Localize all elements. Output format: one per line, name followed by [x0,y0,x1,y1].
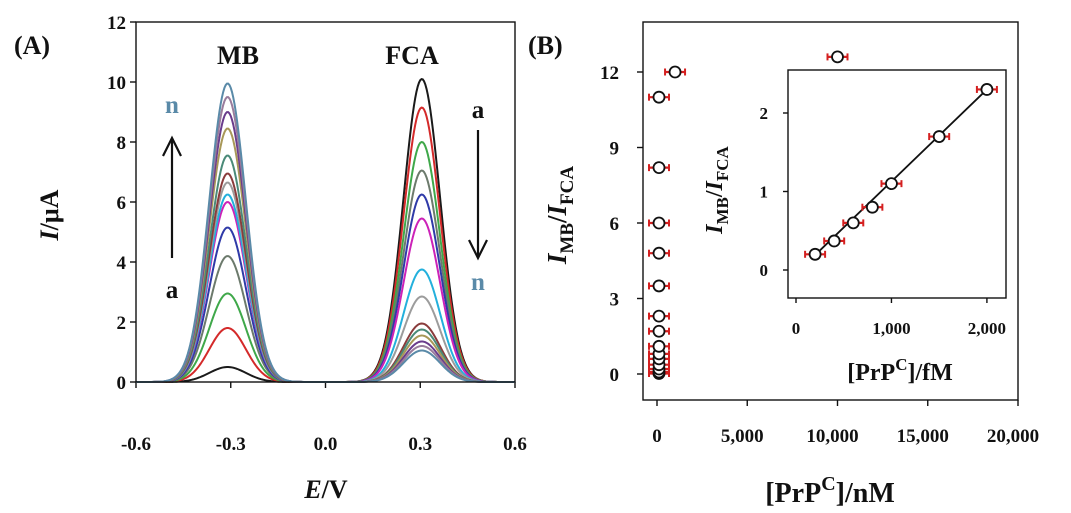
panel-b-y-tick-label: 3 [610,290,620,311]
panel-b-plot-frame [642,21,1019,401]
inset-x-tick-label: 2,000 [968,319,1006,338]
panel-b-point [826,50,849,64]
panel-a-x-tick-label: 0.3 [408,434,432,455]
inset-point [880,177,903,191]
inset-point [823,234,846,248]
panel-b-point [648,161,670,175]
panel-a-y-tick-label: 4 [117,253,127,274]
inset-y-tick-label: 0 [760,261,769,280]
panel-b-inset: 0 1 2 0 1,000 2,000 IMB/IFCA [PrPC]/fM [702,69,1007,386]
inset-points [804,83,998,261]
panel-a-y-tick-label: 8 [117,133,127,154]
panel-a-label: (A) [14,31,50,60]
mb-peak-label: MB [217,41,259,70]
panel-b-y-ticks: 0 3 6 9 12 [600,63,643,386]
left-arrow-head [162,135,182,157]
inset-y-tick-label: 2 [760,104,769,123]
panel-a-x-ticks: -0.6 -0.3 0.0 0.3 0.6 [121,382,527,455]
inset-y-tick-label: 1 [760,183,769,202]
inset-point [804,247,827,261]
inset-y-axis-title: IMB/IFCA [702,145,732,234]
panel-b-y-tick-label: 12 [600,63,619,84]
panel-a-y-tick-label: 6 [117,193,127,214]
inset-point [842,216,865,230]
panel-b-y-tick-label: 0 [610,365,620,386]
panel-b-x-axis-title: [PrPC]/nM [765,473,895,509]
inset-fit-line [814,88,988,256]
right-arrow-start-label: a [472,97,485,124]
panel-b-x-tick-label: 15,000 [897,426,949,447]
inset-x-tick-label: 0 [792,319,801,338]
panel-a-x-tick-label: -0.3 [216,434,246,455]
panel-b-point [648,339,670,353]
panel-a-y-ticks: 0 2 4 6 8 10 12 [107,13,136,394]
left-arrow-end-label: n [165,92,179,119]
panel-b-y-axis-title: IMB/IFCA [542,166,578,265]
panel-a-x-axis-title: E/V [303,475,348,504]
panel-b-point [648,279,670,293]
panel-b-point [648,90,670,104]
inset-x-ticks: 0 1,000 2,000 [792,298,1006,338]
inset-point [861,200,884,214]
panel-b-point [648,309,670,323]
panel-a-y-tick-label: 12 [107,13,126,34]
right-arrow-head [468,239,488,261]
panel-b-point [648,324,670,338]
panel-b-x-tick-label: 10,000 [806,426,858,447]
panel-a: (A) 0 2 4 6 8 10 12 -0.6 -0.3 0.0 0.3 0.6 MB FCA n… [14,13,527,504]
panel-a-y-tick-label: 10 [107,73,126,94]
panel-b-point [664,65,687,79]
panel-b-x-tick-label: 20,000 [987,426,1039,447]
inset-y-ticks: 0 1 2 [760,104,788,280]
panel-a-plot-frame [135,21,516,383]
fca-peak-label: FCA [385,41,439,70]
panel-b-points [648,50,849,380]
panel-b-point [648,216,670,230]
inset-x-tick-label: 1,000 [872,319,910,338]
inset-x-axis-title: [PrPC]/fM [847,355,953,386]
panel-a-curves [136,77,515,383]
panel-a-x-tick-label: 0.0 [314,434,338,455]
left-arrow-start-label: a [166,277,179,304]
panel-b-x-tick-label: 5,000 [721,426,764,447]
panel-b-y-tick-label: 9 [610,139,620,160]
panel-a-y-tick-label: 2 [117,313,127,334]
panel-a-y-tick-label: 0 [117,373,127,394]
panel-a-y-axis-title: I/μA [35,189,64,241]
panel-b-label: (B) [528,31,563,60]
panel-b-y-tick-label: 6 [610,214,620,235]
panel-b-x-ticks: 0 5,000 10,000 15,000 20,000 [652,400,1039,447]
panel-a-x-tick-label: -0.6 [121,434,151,455]
inset-point [928,130,951,143]
panel-b-point [648,246,670,260]
panel-b-x-tick-label: 0 [652,426,662,447]
panel-a-x-tick-label: 0.6 [503,434,527,455]
right-arrow-end-label: n [471,269,485,296]
inset-point [975,83,998,96]
